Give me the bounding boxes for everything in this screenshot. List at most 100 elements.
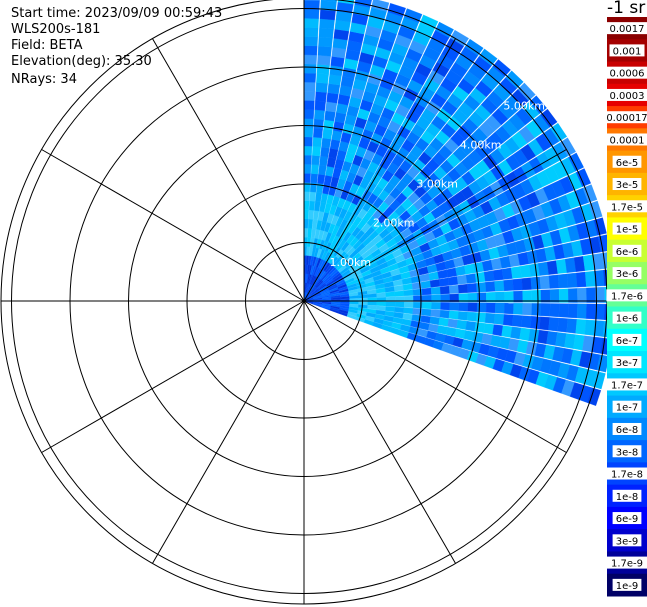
range-gate (303, 200, 310, 211)
range-gate (311, 155, 320, 166)
range-gate (492, 269, 504, 281)
range-gate (492, 324, 504, 337)
range-gate (303, 18, 319, 28)
colorbar-label-bg (606, 378, 647, 391)
range-gate (582, 184, 598, 203)
range-gate (588, 200, 603, 220)
range-gate (558, 303, 569, 318)
colorbar-label-bg (612, 356, 642, 369)
range-gate (566, 318, 578, 334)
range-gate (510, 326, 522, 340)
range-gate (568, 288, 578, 303)
range-gate (312, 146, 321, 157)
range-gate (447, 318, 459, 329)
range-gate (429, 279, 441, 288)
colorbar-label: 1e-7 (616, 403, 639, 414)
range-gate (576, 303, 587, 319)
nrays: NRays: 34 (11, 72, 77, 87)
range-gate (519, 264, 531, 278)
colorbar-label: 1e-9 (616, 581, 639, 592)
azimuth-line (303, 300, 567, 453)
colorbar-label-bg (612, 578, 642, 591)
range-gate (447, 276, 459, 286)
range-gate (308, 209, 315, 220)
range-gate (503, 279, 514, 291)
range-gate (308, 200, 316, 211)
range-gate (474, 271, 486, 283)
range-gate (303, 136, 313, 147)
range-gate (540, 108, 558, 128)
range-gate (475, 312, 487, 323)
range-gate (513, 303, 524, 315)
range-ring-label: 5.00km (503, 99, 545, 112)
range-gate (592, 371, 606, 390)
range-gate (483, 270, 495, 282)
range-gate (319, 155, 329, 167)
range-gate (445, 326, 457, 337)
range-gate (567, 303, 578, 319)
range-gate (584, 319, 596, 336)
range-gate (494, 280, 505, 292)
range-gate (376, 292, 387, 298)
range-gate (317, 55, 331, 66)
range-ring-label: 3.00km (416, 178, 458, 191)
colorbar-label: 3e-9 (616, 536, 639, 547)
range-gate (316, 73, 329, 84)
range-gate (326, 92, 339, 104)
range-gate (528, 263, 540, 277)
range-gate (449, 302, 460, 311)
range-gate (438, 317, 449, 327)
range-gate (505, 70, 524, 89)
range-gate (557, 273, 569, 289)
range-gate (454, 328, 466, 339)
range-gate (367, 301, 378, 306)
range-gate (466, 311, 478, 322)
colorbar-label-bg (606, 66, 647, 79)
range-gate (303, 63, 317, 74)
range-gate (557, 317, 569, 333)
range-gate (329, 139, 341, 150)
range-gate (394, 290, 405, 297)
range-gate (303, 227, 308, 238)
range-gate (436, 325, 448, 335)
range-gate (438, 277, 450, 287)
range-gate (512, 278, 523, 291)
colorbar-label: 6e-7 (616, 336, 639, 347)
range-gate (318, 27, 334, 39)
range-gate (303, 36, 318, 47)
range-gate (385, 301, 396, 307)
range-gate (539, 275, 551, 290)
colorbar-label-bg (612, 222, 642, 235)
range-gate (326, 157, 337, 168)
range-gate (530, 316, 541, 330)
range-gate (307, 218, 314, 229)
colorbar-label: 1.7e-9 (611, 559, 643, 570)
range-gate (325, 165, 335, 177)
range-gate (419, 14, 439, 30)
range-gate (331, 130, 343, 142)
range-gate (309, 191, 317, 202)
range-gate (311, 164, 319, 175)
range-gate (319, 9, 336, 21)
colorbar-label-bg (606, 467, 647, 480)
colorbar-label: 0.0017 (610, 24, 645, 35)
range-gate (585, 270, 596, 287)
range-gate (476, 282, 487, 293)
range-gate (457, 311, 468, 321)
range-gate (467, 283, 478, 293)
colorbar-label-bg (612, 512, 642, 525)
range-gate (575, 168, 592, 187)
range-gate (314, 100, 326, 111)
colorbar-label-bg (606, 289, 647, 302)
range-gate (494, 302, 505, 314)
range-gate (476, 302, 487, 313)
range-gate (313, 127, 323, 138)
range-gate (501, 325, 513, 338)
colorbar-unit: -1 sr (607, 0, 646, 18)
range-gate (529, 95, 547, 114)
range-gate (421, 287, 432, 296)
range-gate (385, 306, 396, 312)
range-gate (587, 387, 602, 406)
range-gate (316, 64, 330, 75)
